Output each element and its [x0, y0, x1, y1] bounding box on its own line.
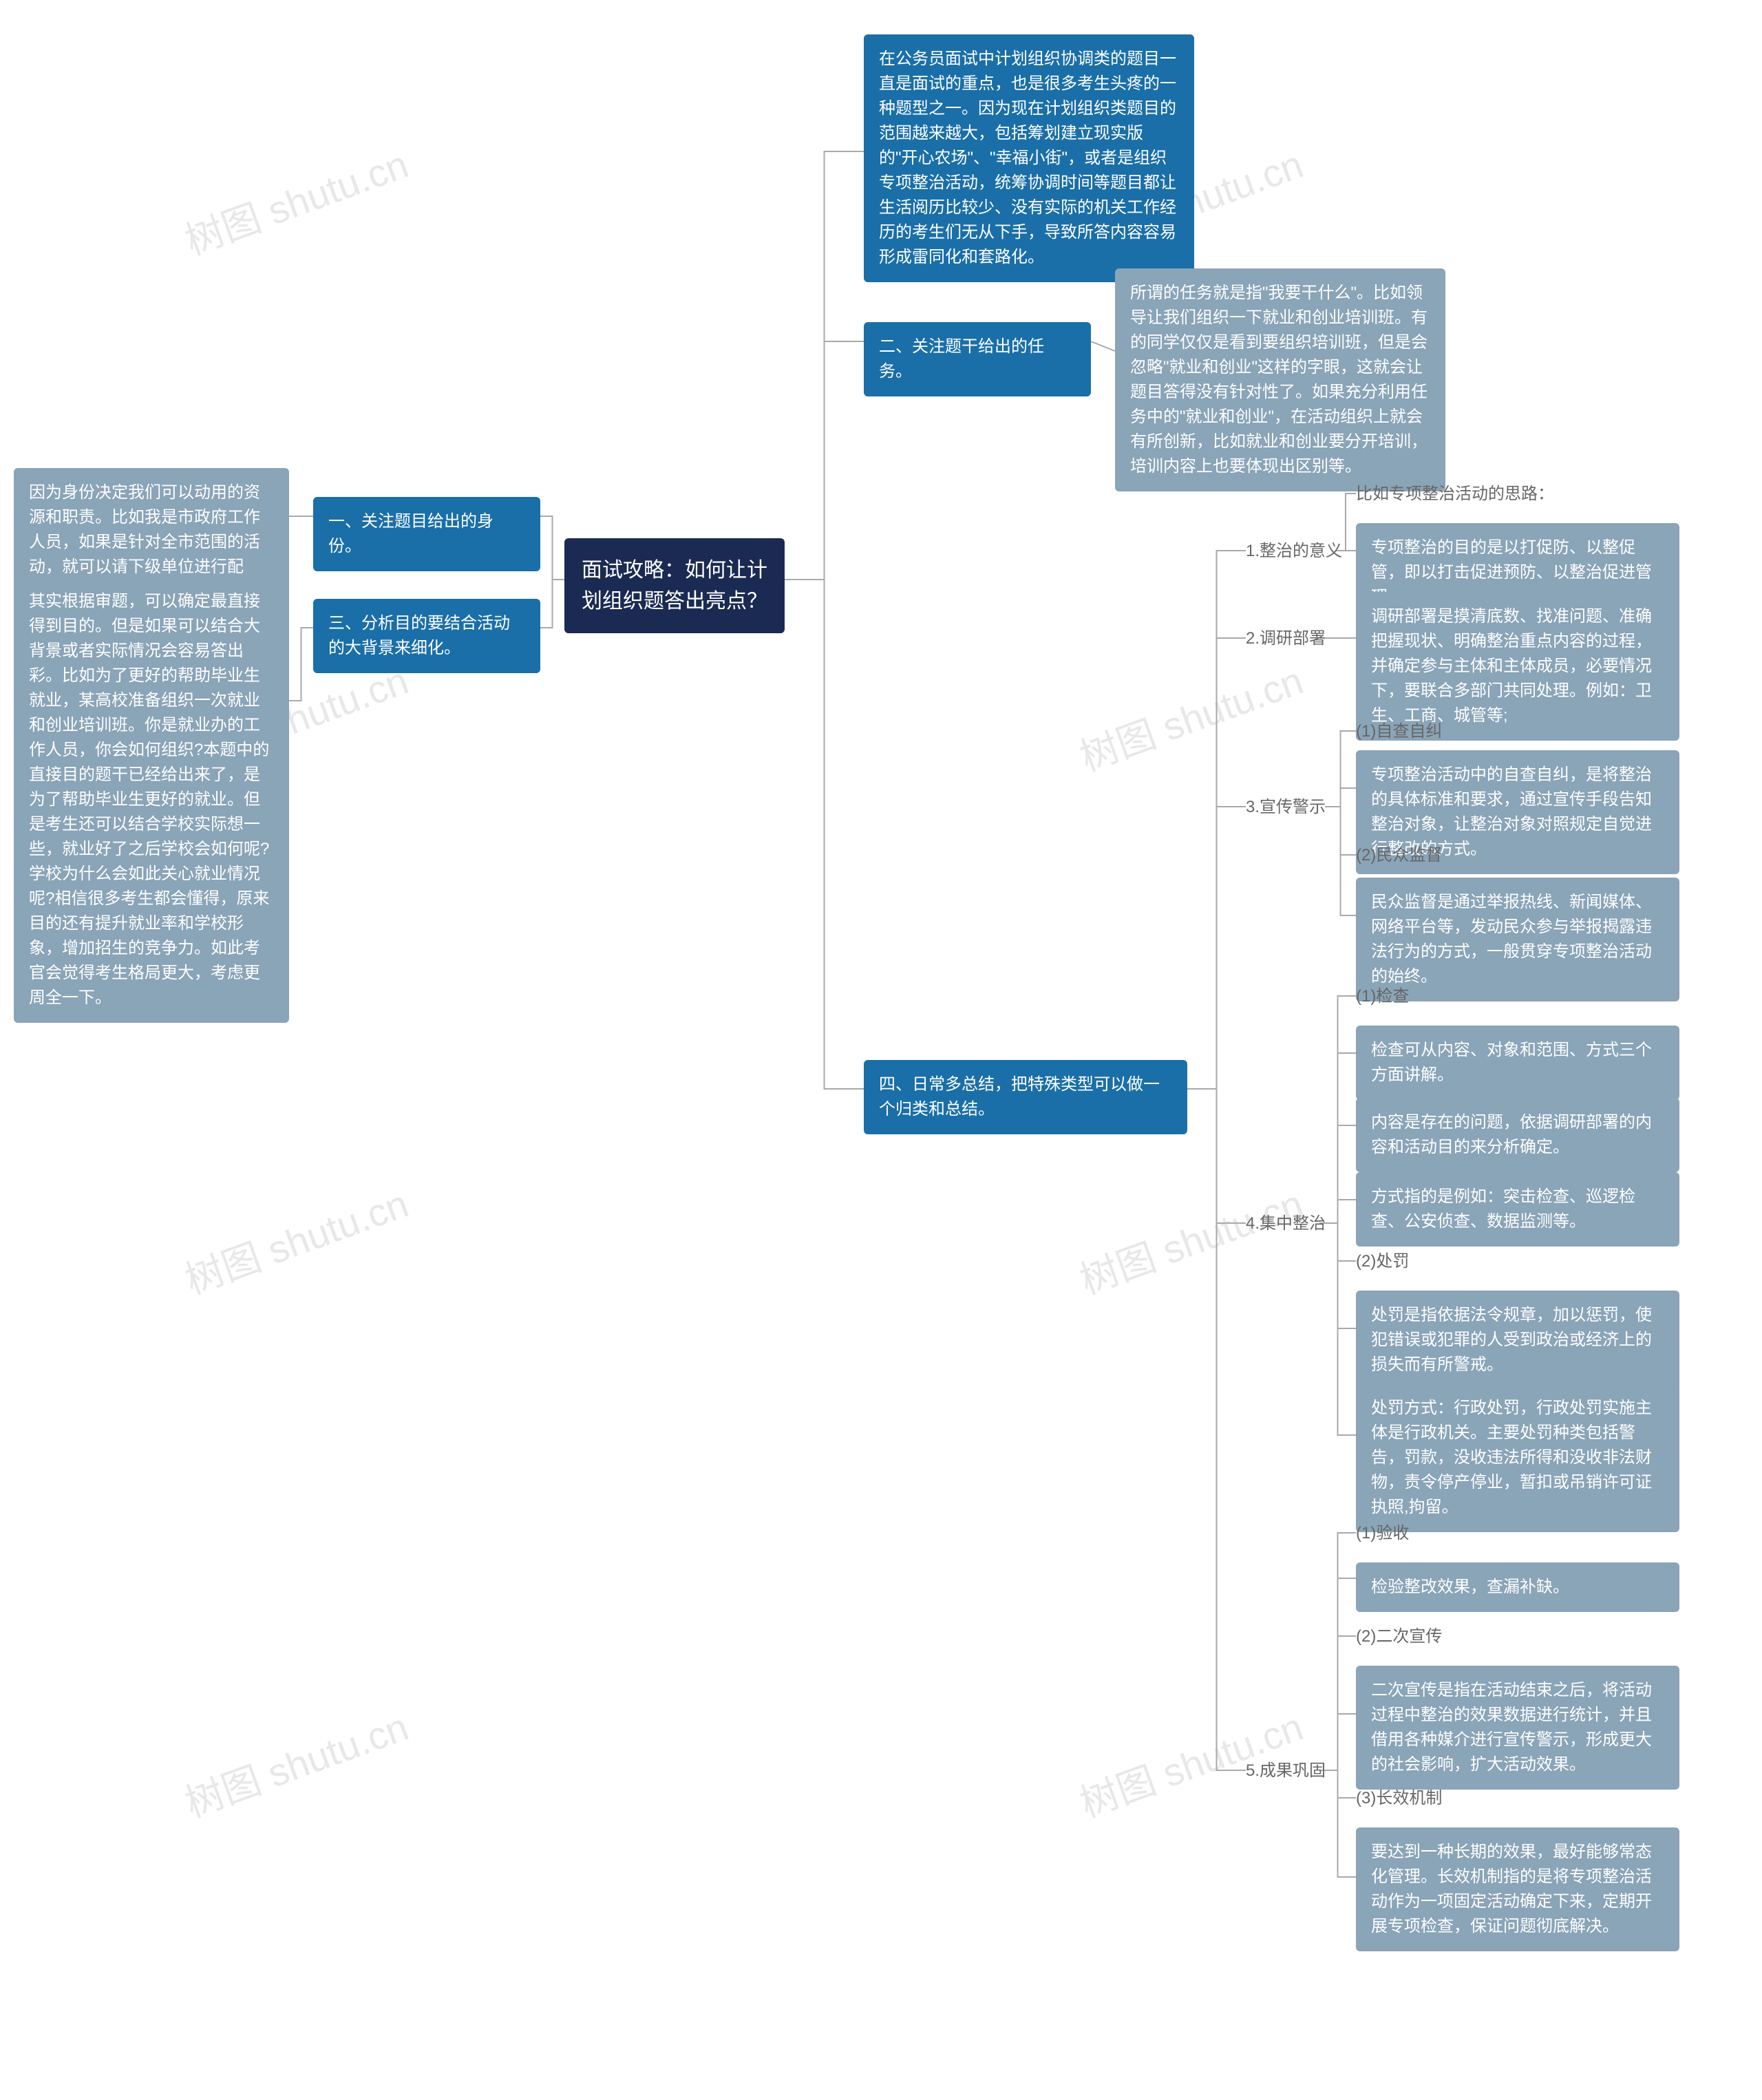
branch-4-prelude: 比如专项整治活动的思路： [1356, 482, 1554, 507]
branch-2-leaf[interactable]: 所谓的任务就是指"我要干什么"。比如领导让我们组织一下就业和创业培训班。有的同学… [1115, 268, 1445, 491]
branch-4-item-3-child-1-label: (1)自查自纠 [1356, 719, 1442, 744]
branch-4-item-4-child-1-leaf-1[interactable]: 检查可从内容、对象和范围、方式三个方面讲解。 [1356, 1026, 1679, 1100]
branch-4-item-1-label: 1.整治的意义 [1246, 539, 1342, 564]
root-node[interactable]: 面试攻略：如何让计划组织题答出亮点？ [564, 538, 785, 633]
branch-4-item-5-child-3-leaf[interactable]: 要达到一种长期的效果，最好能够常态化管理。长效机制指的是将专项整治活动作为一项固… [1356, 1827, 1679, 1951]
branch-4-item-4-child-2-label: (2)处罚 [1356, 1249, 1409, 1274]
branch-4-item-5-child-2-leaf[interactable]: 二次宣传是指在活动结束之后，将活动过程中整治的效果数据进行统计，并且借用各种媒介… [1356, 1666, 1679, 1790]
branch-4-item-4-child-2-leaf-1[interactable]: 处罚是指依据法令规章，加以惩罚，使犯错误或犯罪的人受到政治或经济上的损失而有所警… [1356, 1291, 1679, 1390]
branch-4-item-3-child-2-leaf[interactable]: 民众监督是通过举报热线、新闻媒体、网络平台等，发动民众参与举报揭露违法行为的方式… [1356, 878, 1679, 1001]
branch-2[interactable]: 二、关注题干给出的任务。 [864, 322, 1091, 396]
branch-4-item-4-child-1-label: (1)检查 [1356, 984, 1409, 1009]
branch-4-item-3-child-2-label: (2)民众监督 [1356, 843, 1442, 868]
branch-4-item-4-label: 4.集中整治 [1246, 1211, 1326, 1236]
branch-4-item-4-child-1-leaf-3[interactable]: 方式指的是例如：突击检查、巡逻检查、公安侦查、数据监测等。 [1356, 1172, 1679, 1247]
branch-4-item-5-child-1-leaf[interactable]: 检验整改效果，查漏补缺。 [1356, 1562, 1679, 1612]
branch-4-item-5-child-2-label: (2)二次宣传 [1356, 1624, 1442, 1649]
branch-3-leaf[interactable]: 其实根据审题，可以确定最直接得到目的。但是如果可以结合大背景或者实际情况会容易答… [14, 577, 289, 1023]
branch-4-item-4-child-1-leaf-2[interactable]: 内容是存在的问题，依据调研部署的内容和活动目的来分析确定。 [1356, 1098, 1679, 1172]
branch-4-item-4-child-2-leaf-2[interactable]: 处罚方式：行政处罚，行政处罚实施主体是行政机关。主要处罚种类包括警告，罚款，没收… [1356, 1383, 1679, 1532]
branch-1[interactable]: 一、关注题目给出的身份。 [313, 497, 540, 571]
branch-4-item-3-label: 3.宣传警示 [1246, 795, 1326, 820]
branch-4-item-2-leaf[interactable]: 调研部署是摸清底数、找准问题、准确把握现状、明确整治重点内容的过程，并确定参与主… [1356, 592, 1679, 741]
branch-4-item-2-label: 2.调研部署 [1246, 626, 1326, 651]
intro-node[interactable]: 在公务员面试中计划组织协调类的题目一直是面试的重点，也是很多考生头疼的一种题型之… [864, 34, 1194, 282]
branch-4[interactable]: 四、日常多总结，把特殊类型可以做一个归类和总结。 [864, 1060, 1187, 1134]
branch-4-item-5-child-1-label: (1)验收 [1356, 1521, 1409, 1546]
branch-4-item-5-label: 5.成果巩固 [1246, 1759, 1326, 1783]
branch-4-item-5-child-3-label: (3)长效机制 [1356, 1786, 1442, 1811]
branch-3[interactable]: 三、分析目的要结合活动的大背景来细化。 [313, 599, 540, 673]
